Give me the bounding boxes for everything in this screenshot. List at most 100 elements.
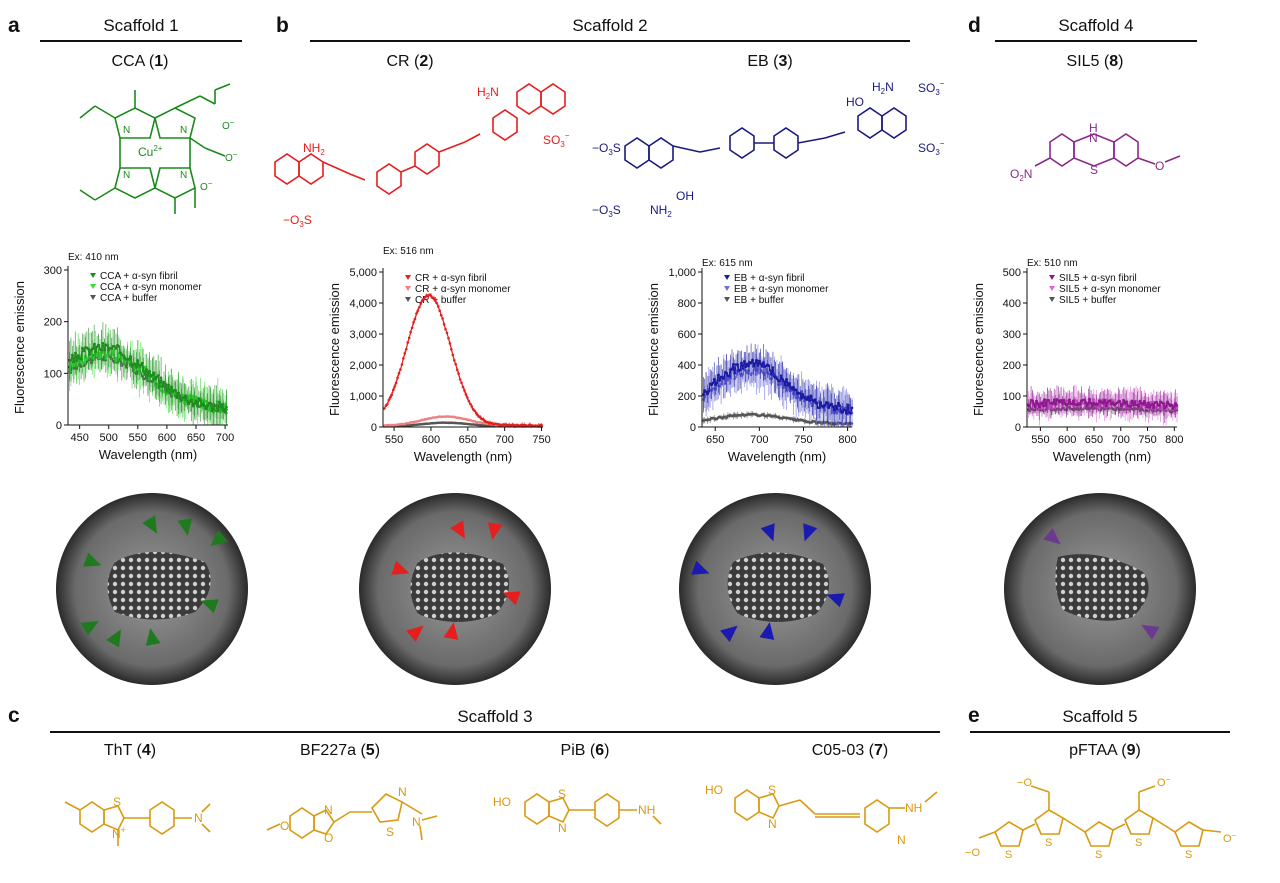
legend-entry: CR + buffer (415, 295, 467, 306)
data-point (815, 401, 818, 405)
data-point (813, 398, 817, 401)
arrowhead-marker (83, 552, 102, 567)
data-point (845, 412, 848, 415)
data-point (174, 389, 177, 392)
data-point (87, 347, 90, 351)
data-point (760, 365, 764, 368)
data-point (1155, 400, 1158, 404)
data-point (386, 402, 389, 406)
panel-c-label: c (8, 704, 20, 727)
data-point (1121, 403, 1124, 406)
data-point (1087, 402, 1090, 405)
data-point (733, 371, 737, 375)
data-point (394, 381, 398, 385)
data-point (711, 381, 715, 385)
data-point (1171, 407, 1175, 411)
x-tick-label: 800 (838, 434, 856, 446)
data-point (1144, 403, 1147, 406)
data-point (450, 347, 453, 351)
data-point (1078, 403, 1082, 406)
sil5-s-label: S (1090, 163, 1098, 177)
data-point (770, 373, 773, 376)
data-point (206, 404, 209, 407)
data-point (88, 353, 92, 356)
panel-c-rule (50, 731, 940, 733)
data-point (439, 313, 443, 317)
compound-name-pftaa: pFTAA (9) (1069, 742, 1141, 759)
data-point (808, 399, 812, 402)
legend-entry: CCA + α-syn monomer (100, 282, 202, 293)
data-point (714, 383, 717, 387)
data-point (1051, 402, 1055, 405)
data-point (800, 396, 803, 400)
x-tick-label: 550 (129, 432, 147, 444)
data-point (142, 370, 145, 373)
data-point (73, 351, 77, 355)
x-tick-label: 750 (794, 434, 812, 446)
data-point (704, 390, 708, 393)
data-point (101, 341, 105, 345)
data-point (755, 359, 758, 362)
cr-o3s-label: −O3S (283, 213, 312, 229)
data-point (72, 360, 76, 364)
pftaa-carboxylate: −O (1017, 777, 1032, 789)
data-point (1085, 404, 1089, 407)
panel-b-title: Scaffold 2 (572, 16, 648, 35)
tht-dimethyl-n: N (194, 811, 203, 825)
data-point (441, 317, 444, 320)
x-tick-label: 450 (70, 432, 88, 444)
compound-name-eb: EB (3) (747, 53, 793, 70)
data-point (71, 353, 74, 357)
data-point (767, 364, 771, 368)
data-point (817, 406, 821, 409)
data-point (745, 362, 749, 366)
data-point (97, 343, 100, 347)
data-point (105, 344, 109, 347)
x-tick-label: 800 (1165, 434, 1183, 446)
panel-e-title: Scaffold 5 (1062, 707, 1138, 726)
data-point (798, 392, 802, 395)
x-axis-label: Wavelength (nm) (728, 449, 827, 464)
data-point (1070, 402, 1074, 406)
data-point (470, 405, 474, 408)
fibril-core (1055, 554, 1149, 621)
data-point (1142, 399, 1146, 403)
data-point (1062, 398, 1066, 402)
legend-entry: SIL5 + α-syn monomer (1059, 284, 1161, 295)
arrowhead-marker (391, 560, 410, 575)
x-tick-label: 500 (100, 432, 118, 444)
cca-metal-label: Cu2+ (138, 144, 163, 159)
series-0 (702, 343, 854, 427)
x-tick-label: 700 (216, 432, 234, 444)
data-point (823, 403, 827, 407)
data-point (145, 368, 148, 371)
y-tick-label: 200 (678, 391, 696, 403)
data-point (1122, 398, 1126, 402)
y-tick-label: 1,000 (349, 391, 377, 403)
cca-n-label: N (123, 170, 130, 181)
data-point (129, 355, 132, 358)
data-point (153, 378, 157, 381)
data-point (1172, 405, 1176, 408)
data-point (1137, 405, 1141, 408)
data-point (782, 380, 786, 383)
data-point (755, 373, 758, 376)
data-point (461, 385, 465, 389)
data-point (809, 394, 813, 397)
data-point (786, 384, 790, 387)
data-point (819, 401, 822, 404)
data-point (831, 405, 835, 409)
data-point (1088, 397, 1092, 401)
cca-carboxylate: O− (225, 150, 238, 164)
y-tick-label: 100 (44, 368, 62, 380)
data-point (837, 401, 840, 405)
data-point (400, 363, 404, 366)
legend-entry: SIL5 + α-syn fibril (1059, 273, 1137, 284)
pftaa-carboxylate: O− (1223, 831, 1237, 845)
data-point (175, 396, 179, 400)
data-point (738, 368, 742, 372)
data-point (805, 398, 809, 401)
data-point (390, 393, 394, 397)
legend-marker (90, 273, 96, 278)
